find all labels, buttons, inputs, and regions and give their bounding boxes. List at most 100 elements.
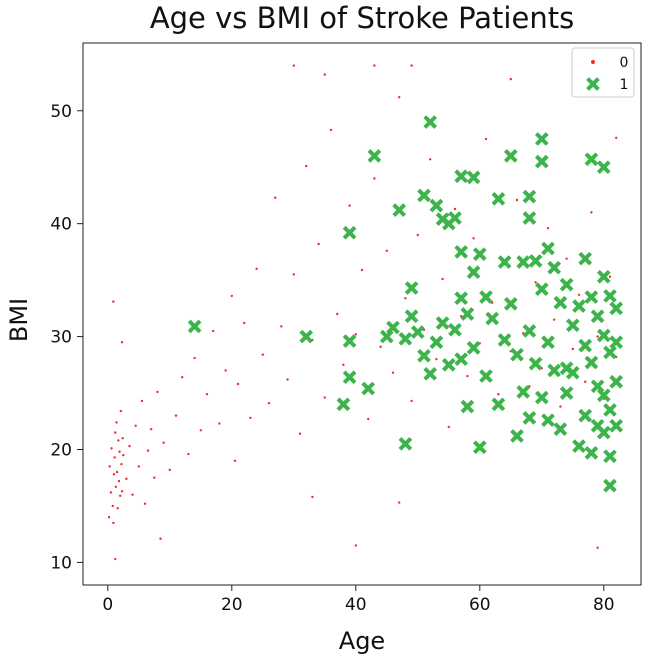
scatter-point-0-17 (119, 409, 123, 413)
scatter-point-0-105 (577, 293, 581, 297)
scatter-point-stroke-27 (448, 322, 462, 337)
scatter-point-0-15 (118, 450, 121, 453)
y-tick-label: 20 (50, 441, 72, 461)
scatter-point-stroke-29 (454, 245, 469, 259)
scatter-point-0-102 (559, 405, 562, 408)
scatter-point-stroke-15 (410, 325, 425, 339)
scatter-point-stroke-6 (361, 381, 376, 396)
scatter-point-0-52 (249, 416, 252, 420)
scatter-point-0-19 (120, 490, 124, 493)
x-tick-label: 20 (221, 595, 243, 615)
scatter-point-0-58 (286, 378, 289, 381)
scatter-point-0-83 (441, 277, 444, 281)
scatter-point-0-16 (119, 494, 122, 497)
scatter-point-0-98 (534, 281, 537, 284)
scatter-point-stroke-13 (404, 281, 419, 295)
scatter-point-0-112 (292, 64, 295, 67)
scatter-point-0-88 (472, 237, 475, 240)
scatter-point-stroke-26 (448, 211, 462, 225)
scatter-point-stroke-80 (584, 290, 599, 304)
scatter-point-0-9 (114, 485, 118, 488)
scatter-point-0-75 (391, 371, 395, 374)
scatter-point-stroke-86 (596, 160, 611, 175)
scatter-point-stroke-58 (534, 132, 549, 146)
scatter-point-stroke-57 (528, 356, 543, 371)
scatter-point-0-47 (224, 369, 227, 372)
scatter-point-stroke-74 (572, 299, 586, 313)
scatter-point-0-50 (236, 382, 240, 386)
scatter-point-stroke-37 (472, 440, 487, 455)
scatter-point-stroke-9 (386, 320, 400, 335)
scatter-point-stroke-5 (342, 370, 357, 385)
scatter-point-stroke-40 (479, 369, 493, 383)
scatter-point-0-27 (131, 493, 134, 496)
scatter-point-stroke-53 (522, 211, 537, 225)
x-tick-label: 0 (102, 595, 113, 615)
scatter-point-stroke-39 (479, 290, 493, 304)
scatter-point-0-34 (153, 476, 156, 479)
scatter-point-0-119 (596, 546, 599, 549)
scatter-point-stroke-65 (547, 260, 562, 275)
scatter-point-0-78 (410, 399, 413, 403)
scatter-point-0-46 (218, 422, 221, 425)
scatter-point-stroke-38 (472, 247, 487, 261)
scatter-point-0-42 (193, 356, 196, 360)
scatter-point-0-12 (116, 507, 119, 510)
scatter-point-0-59 (292, 273, 295, 276)
scatter-point-0-51 (243, 321, 246, 325)
scatter-point-stroke-46 (503, 149, 518, 163)
scatter-point-stroke-42 (491, 191, 506, 206)
scatter-point-0-21 (122, 453, 125, 457)
scatter-point-0-57 (280, 325, 283, 328)
scatter-point-0-26 (128, 444, 131, 448)
scatter-point-stroke-62 (541, 241, 555, 256)
scatter-point-0-36 (159, 537, 162, 540)
y-tick-label: 10 (50, 553, 72, 573)
scatter-point-stroke-7 (367, 149, 382, 163)
scatter-point-0-87 (466, 374, 469, 378)
scatter-point-0-103 (565, 257, 568, 260)
scatter-point-stroke-59 (534, 154, 549, 169)
scatter-point-0-77 (404, 296, 407, 300)
scatter-point-0-35 (156, 390, 159, 394)
scatter-point-stroke-93 (603, 403, 617, 417)
scatter-point-0-115 (410, 64, 413, 67)
scatter-point-stroke-54 (522, 324, 537, 338)
x-tick-label: 40 (345, 595, 367, 615)
scatter-point-0-40 (181, 376, 184, 379)
scatter-point-0-13 (117, 439, 120, 442)
scatter-point-0-8 (114, 431, 117, 434)
scatter-point-0-73 (379, 345, 382, 348)
scatter-point-0-55 (267, 402, 271, 405)
legend-marker-1 (586, 77, 600, 91)
scatter-point-stroke-31 (454, 352, 469, 366)
scatter-point-stroke-32 (460, 307, 475, 321)
scatter-point-0-110 (608, 275, 612, 278)
scatter-point-stroke-44 (497, 255, 512, 269)
scatter-point-stroke-98 (609, 374, 624, 389)
scatter-point-0-67 (342, 363, 345, 367)
scatter-point-0-113 (323, 73, 326, 76)
scatter-point-stroke-1 (299, 329, 314, 344)
scatter-point-stroke-87 (596, 269, 611, 284)
scatter-point-0-100 (546, 226, 550, 230)
scatter-point-0-65 (329, 128, 333, 132)
scatter-point-0-79 (416, 233, 419, 237)
scatter-point-0-14 (117, 479, 121, 483)
scatter-point-0-120 (398, 501, 401, 504)
scatter-point-0-54 (261, 353, 264, 356)
scatter-point-stroke-16 (417, 188, 431, 203)
scatter-point-0-6 (112, 473, 116, 476)
scatter-point-0-1 (108, 465, 111, 468)
legend-box (571, 47, 635, 98)
scatter-point-0-118 (354, 544, 357, 547)
scatter-point-stroke-10 (392, 203, 407, 217)
scatter-point-0-43 (199, 429, 202, 432)
scatter-point-0-22 (114, 557, 117, 561)
scatter-point-0-70 (360, 268, 364, 272)
scatter-point-stroke-19 (423, 367, 438, 381)
scatter-point-stroke-0 (187, 319, 202, 334)
scatter-point-stroke-25 (441, 357, 456, 372)
scatter-point-stroke-83 (590, 309, 605, 324)
